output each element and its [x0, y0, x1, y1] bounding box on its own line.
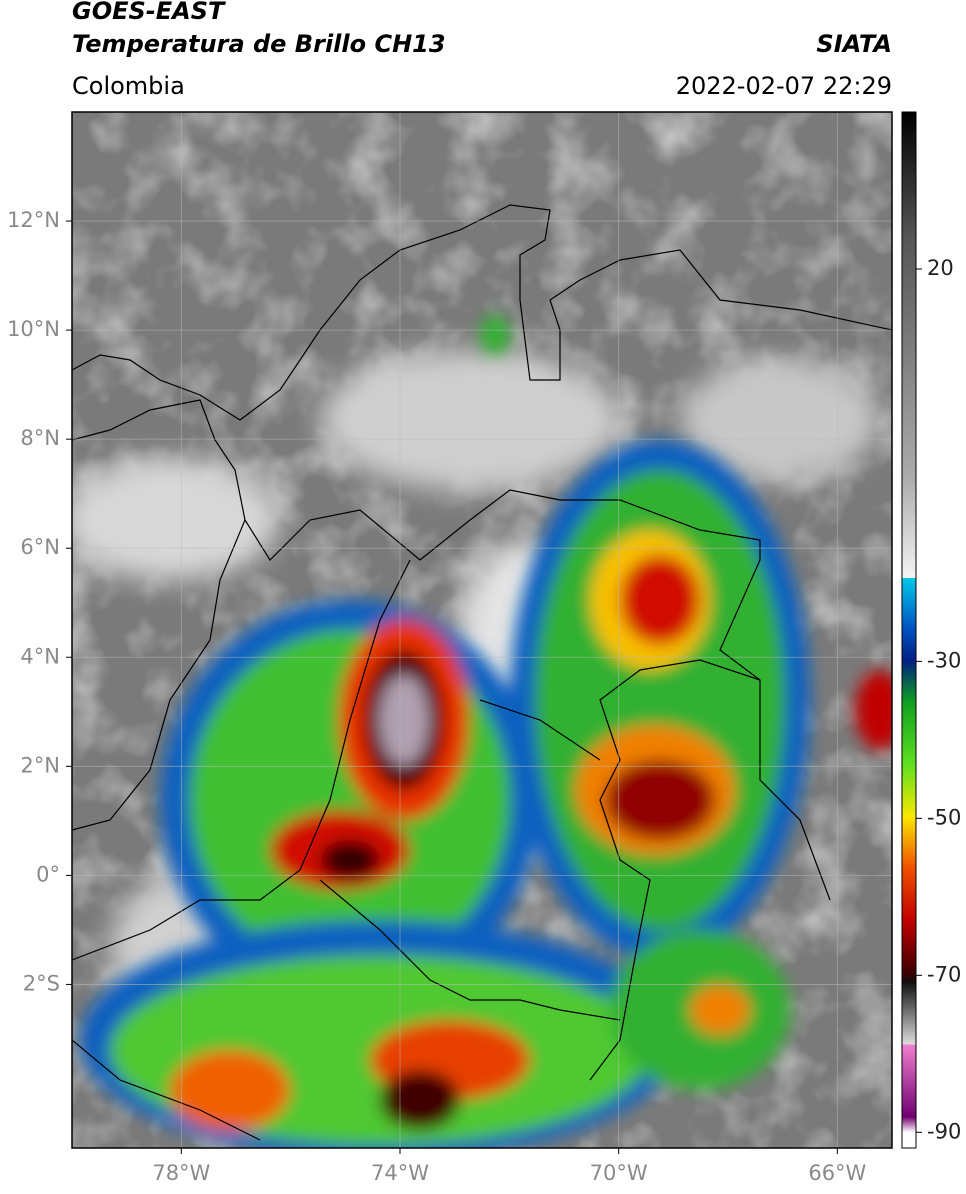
- colorbar-tick-label: -70: [927, 962, 961, 986]
- y-tick-label: 12°N: [7, 208, 60, 232]
- y-tick-label: 8°N: [20, 426, 60, 450]
- borders: [72, 204, 892, 1141]
- datetime: 2022-02-07 22:29: [676, 72, 892, 100]
- grid: [72, 112, 892, 1148]
- y-tick-label: 4°N: [20, 644, 60, 668]
- y-tick-label: 0°: [36, 862, 60, 886]
- colorbar-tick-label: 20: [927, 256, 954, 280]
- source: SIATA: [816, 30, 892, 58]
- y-tick-label: 2°N: [20, 753, 60, 777]
- x-tick-label: 78°W: [152, 1161, 210, 1185]
- colorbar-tick-label: -50: [927, 805, 961, 829]
- x-tick-label: 66°W: [808, 1161, 866, 1185]
- x-tick-label: 70°W: [590, 1161, 648, 1185]
- colorbar: [901, 111, 917, 1149]
- subtitle: Temperatura de Brillo CH13: [72, 30, 446, 58]
- title: GOES-EAST: [72, 0, 226, 25]
- y-tick-label: 2°S: [23, 971, 60, 995]
- y-tick-label: 6°N: [20, 535, 60, 559]
- satellite-image: [72, 112, 892, 1148]
- y-tick-label: 10°N: [7, 317, 60, 341]
- colorbar-tick-label: -90: [927, 1119, 961, 1143]
- region: Colombia: [72, 72, 185, 100]
- colorbar-tick-label: -30: [927, 648, 961, 672]
- x-tick-label: 74°W: [371, 1161, 429, 1185]
- map-frame: [71, 111, 893, 1149]
